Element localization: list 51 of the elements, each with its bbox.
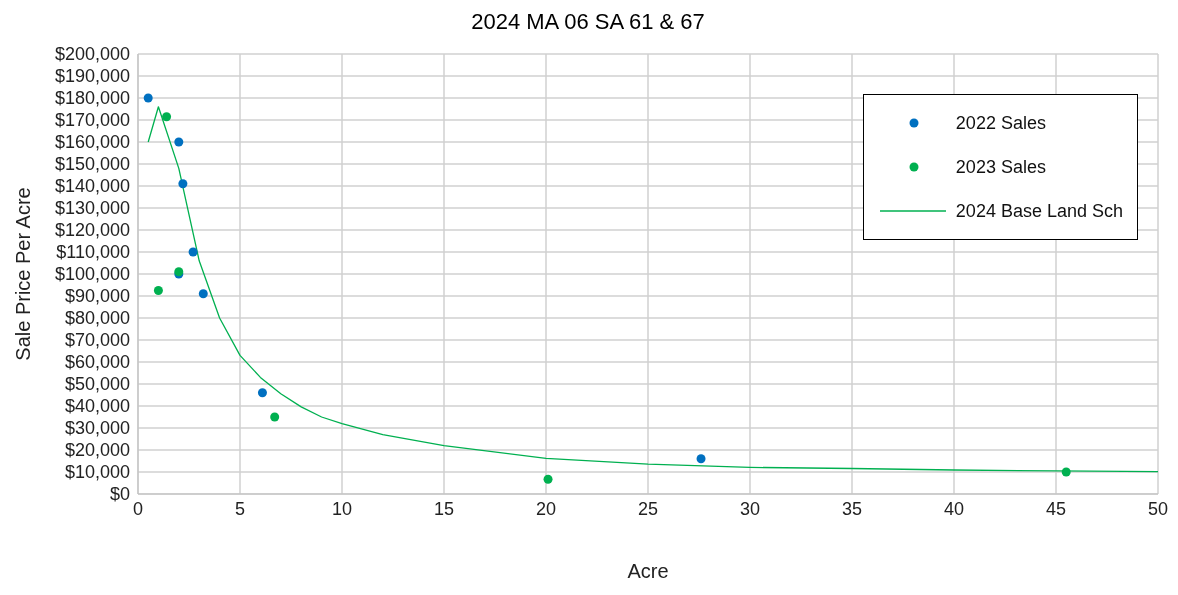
y-axis-title: Sale Price Per Acre	[12, 187, 35, 361]
legend-label: 2023 Sales	[955, 156, 1046, 178]
x-tick-label: 5	[234, 498, 246, 519]
y-tick-label: $10,000	[64, 462, 130, 483]
point	[257, 388, 267, 398]
y-tick-label: $60,000	[64, 352, 130, 373]
point	[1061, 467, 1071, 477]
y-tick-label: $190,000	[54, 66, 130, 87]
x-tick-label: 20	[535, 498, 557, 519]
x-axis-title: Acre	[627, 560, 669, 583]
point	[153, 286, 163, 295]
x-tick-label: 30	[739, 498, 761, 519]
point	[270, 412, 280, 422]
x-tick-label: 50	[1147, 498, 1169, 519]
x-tick-label: 0	[132, 498, 144, 519]
y-tick-label: $170,000	[54, 110, 130, 131]
legend-label: 2024 Base Land Sch	[955, 200, 1123, 222]
point	[543, 474, 553, 484]
y-tick-label: $160,000	[54, 132, 130, 153]
y-tick-label: $150,000	[54, 154, 130, 175]
point	[143, 93, 153, 103]
y-tick-label: $50,000	[64, 374, 130, 395]
x-tick-label: 35	[841, 498, 863, 519]
y-tick-label: $100,000	[54, 264, 130, 285]
y-tick-label: $0	[109, 484, 130, 505]
line-series	[147, 106, 1158, 473]
y-tick-label: $120,000	[54, 220, 130, 241]
y-tick-label: $80,000	[64, 308, 130, 329]
x-tick-label: 45	[1045, 498, 1067, 519]
y-tick-label: $180,000	[54, 88, 130, 109]
x-tick-label: 10	[331, 498, 353, 519]
y-tick-label: $40,000	[64, 396, 130, 417]
x-tick-label: 15	[433, 498, 455, 519]
y-tick-label: $90,000	[64, 286, 130, 307]
point	[178, 179, 188, 189]
point	[188, 247, 198, 257]
y-tick-label: $110,000	[56, 242, 130, 263]
point	[198, 289, 208, 299]
chart-title: 2024 MA 06 SA 61 & 67	[470, 8, 706, 36]
y-tick-label: $70,000	[64, 330, 130, 351]
y-tick-label: $200,000	[54, 44, 130, 65]
y-tick-label: $140,000	[54, 176, 130, 197]
x-tick-label: 40	[943, 498, 965, 519]
y-tick-label: $30,000	[64, 418, 130, 439]
y-tick-label: $20,000	[64, 440, 130, 461]
legend-label: 2022 Sales	[955, 112, 1046, 134]
y-tick-label: $130,000	[54, 198, 130, 219]
point	[162, 112, 172, 122]
point	[174, 137, 184, 147]
x-tick-label: 25	[637, 498, 659, 519]
point	[696, 454, 706, 464]
